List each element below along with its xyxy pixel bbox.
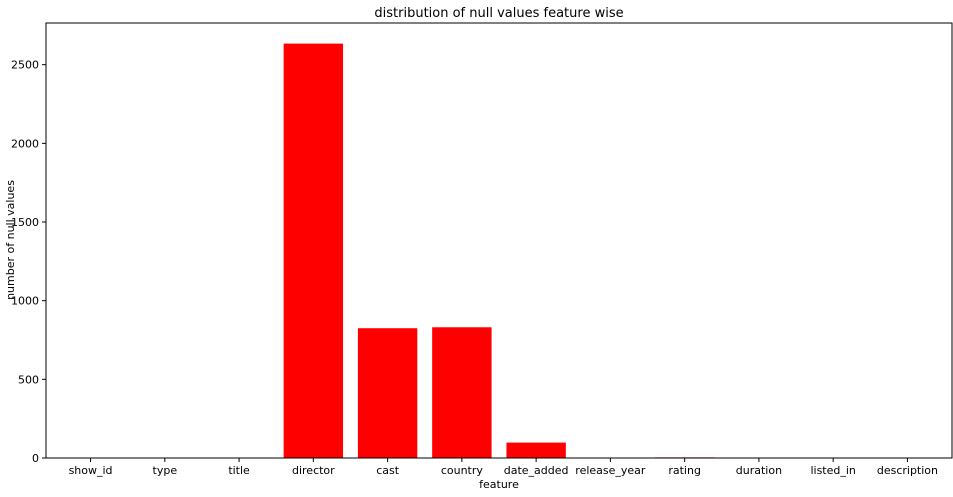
y-axis-ticks: 0 500 1000 1500 2000 2500 xyxy=(11,59,46,465)
x-tick-label: director xyxy=(292,464,335,477)
x-axis-ticks: show_id type title director cast country date_… xyxy=(69,458,938,477)
chart-title: distribution of null values feature wise xyxy=(374,6,623,21)
x-tick-label: release_year xyxy=(575,464,646,477)
y-tick-label: 500 xyxy=(18,373,39,386)
y-axis-label: number of null values xyxy=(4,180,17,300)
plot-area: 0 500 1000 1500 2000 2500 show_id type title dir… xyxy=(11,22,953,477)
x-tick-label: show_id xyxy=(69,464,113,477)
x-tick-label: date_added xyxy=(504,464,569,477)
x-tick-label: description xyxy=(877,464,938,477)
bars-group xyxy=(283,43,789,459)
plot-frame xyxy=(45,22,953,459)
y-tick-label: 1000 xyxy=(11,295,39,308)
x-tick-label: rating xyxy=(668,464,701,477)
x-tick-label: title xyxy=(228,464,250,477)
bar-cast xyxy=(357,328,418,458)
x-axis-label: feature xyxy=(479,478,519,491)
x-tick-label: cast xyxy=(376,464,400,477)
y-tick-label: 2000 xyxy=(11,137,39,150)
x-tick-label: type xyxy=(153,464,178,477)
bar-director xyxy=(283,43,344,459)
x-tick-label: listed_in xyxy=(810,464,855,477)
y-tick-label: 1500 xyxy=(11,216,39,229)
y-tick-label: 2500 xyxy=(11,59,39,72)
bar-country xyxy=(432,327,492,458)
x-tick-label: duration xyxy=(736,464,782,477)
y-tick-label: 0 xyxy=(32,452,39,465)
bar-date-added xyxy=(506,442,566,458)
x-tick-label: country xyxy=(441,464,484,477)
